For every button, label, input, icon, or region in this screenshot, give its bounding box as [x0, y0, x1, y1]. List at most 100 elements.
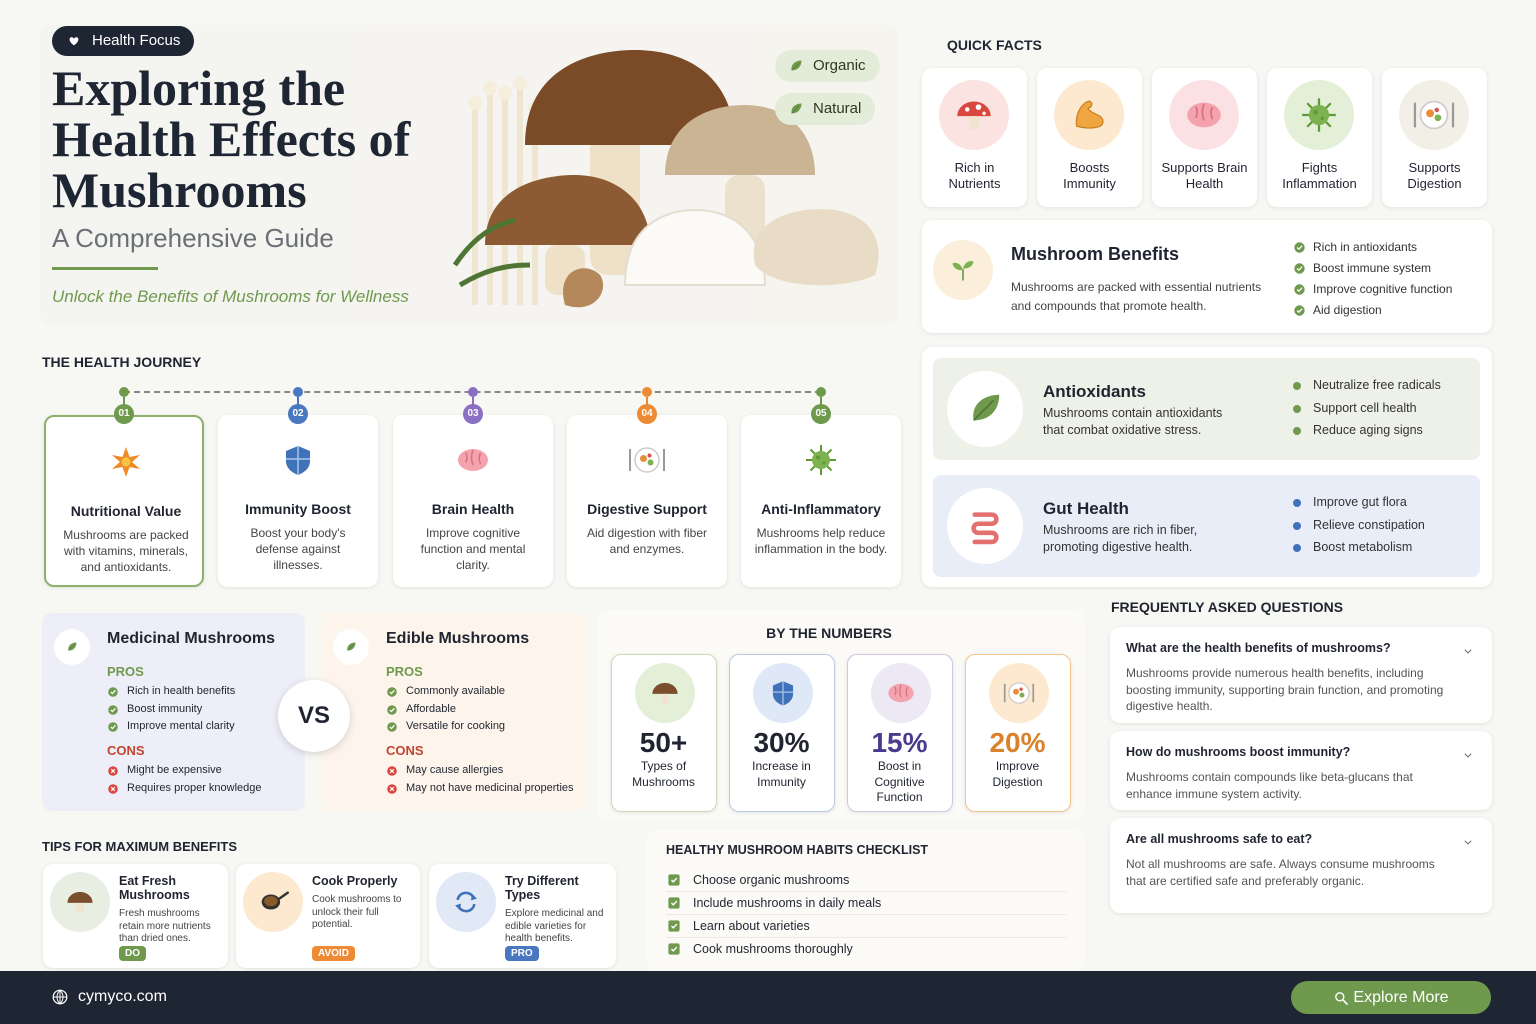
icon-shape — [1187, 102, 1221, 128]
icon-shape — [1464, 649, 1472, 654]
step-card: Digestive Support Aid digestion with fibe… — [567, 415, 727, 587]
icon-shape — [952, 261, 974, 281]
explore-button[interactable]: Explore More — [1291, 981, 1491, 1014]
tip-title: Eat Fresh Mushrooms — [119, 874, 190, 902]
icon-graphic — [791, 60, 802, 71]
step-number: 02 — [288, 404, 308, 424]
benefits-text: Mushrooms are packed with essential nutr… — [1011, 280, 1262, 313]
hero-title: Health Effects of — [52, 111, 411, 167]
step-text: Boost your body's defense against illnes… — [250, 526, 346, 572]
con-item: May cause allergies — [406, 764, 504, 776]
icon-shape — [436, 872, 496, 932]
step-title: Digestive Support — [587, 501, 707, 517]
pros-label: PROS — [386, 664, 423, 679]
icon-shape — [668, 920, 680, 932]
checklist-item: Choose organic mushrooms — [693, 873, 850, 887]
icon-graphic — [1293, 262, 1305, 274]
icon-shape — [670, 900, 678, 906]
faq-card[interactable]: Are all mushrooms safe to eat? Not all mu… — [1110, 818, 1492, 913]
icon-shape — [972, 394, 1000, 422]
icon-shape — [53, 989, 67, 1005]
icon-graphic — [1464, 649, 1472, 654]
faq-question: How do mushrooms boost immunity? — [1126, 745, 1351, 759]
icon — [667, 873, 681, 887]
icon-shape — [110, 768, 116, 774]
icon-shape — [1434, 107, 1440, 113]
detail-item: Reduce aging signs — [1313, 423, 1423, 437]
icon-shape — [387, 687, 397, 697]
icon-shape — [957, 101, 991, 117]
icon-shape — [1419, 100, 1449, 130]
timeline-stem — [646, 397, 648, 405]
icon-graphic — [458, 449, 488, 471]
hero-panel: Health Focus Exploring the Health Effects … — [40, 25, 898, 325]
icon-shape — [640, 455, 647, 462]
icon-shape — [108, 722, 118, 732]
fact-label: Boosts Immunity — [1063, 160, 1116, 191]
section-title: FREQUENTLY ASKED QUESTIONS — [1111, 599, 1344, 615]
detail-item: Boost metabolism — [1313, 540, 1413, 554]
icon — [1054, 80, 1124, 150]
site-link[interactable]: cymyco.com — [78, 988, 167, 1005]
step-text: Mushrooms help reduce inflammation in th… — [754, 526, 888, 556]
icon-graphic — [112, 447, 140, 477]
icon-shape — [1019, 687, 1023, 691]
fact-card: Boosts Immunity — [1037, 68, 1142, 207]
number-label: Improve Digestion — [992, 759, 1043, 789]
timeline-stem — [297, 397, 299, 405]
icon-graphic — [1293, 241, 1305, 253]
divider — [52, 267, 158, 270]
icon-shape — [68, 644, 75, 651]
footer: cymyco.com Explore More — [0, 971, 1536, 1024]
icon-shape — [387, 722, 397, 732]
icon — [1293, 241, 1306, 254]
icon — [1293, 283, 1306, 296]
icon — [50, 987, 70, 1007]
icon-graphic — [387, 766, 397, 776]
icon-shape — [971, 512, 999, 545]
fact-card: Supports Brain Health — [1152, 68, 1257, 207]
step-card: Immunity Boost Boost your body's defense … — [218, 415, 378, 587]
vs-badge: VS — [278, 680, 350, 752]
step-card: Anti-Inflammatory Mushrooms help reduce i… — [741, 415, 901, 587]
number-value: 20% — [989, 727, 1046, 758]
timeline-stem — [472, 397, 474, 405]
pro-item: Rich in health benefits — [127, 685, 236, 697]
faq-question: What are the health benefits of mushroom… — [1126, 641, 1391, 655]
timeline-stem — [123, 397, 125, 405]
number-card: 15% Boost in Cognitive Function — [847, 654, 953, 812]
icon-shape — [110, 724, 116, 730]
icon-graphic — [635, 663, 695, 723]
icon-shape — [652, 682, 678, 704]
pros-label: PROS — [107, 664, 144, 679]
icon-shape — [634, 447, 660, 473]
icon-shape — [665, 105, 815, 175]
icon — [947, 488, 1023, 564]
icon-shape — [952, 261, 974, 271]
benefits-card: Mushroom Benefits Mushrooms are packed wi… — [922, 220, 1492, 333]
timeline-dot — [642, 387, 652, 397]
faq-card[interactable]: What are the health benefits of mushroom… — [1110, 627, 1492, 723]
badge: Health Focus — [52, 26, 195, 56]
benefits-title: Mushroom Benefits — [1011, 244, 1180, 264]
icon-shape — [471, 893, 477, 901]
icon-shape — [261, 891, 289, 910]
icon-shape — [52, 989, 68, 1005]
faq-question: Are all mushrooms safe to eat? — [1126, 832, 1313, 846]
icon — [448, 435, 498, 485]
tip-content: Eat Fresh Mushrooms Fresh mushrooms retai… — [119, 874, 220, 946]
icon-shape — [791, 60, 802, 71]
icon-shape — [791, 105, 800, 114]
fact-card: Fights Inflammation — [1267, 68, 1372, 207]
faq-card[interactable]: How do mushrooms boost immunity? Mushroom… — [1110, 731, 1492, 810]
bullet — [1293, 404, 1301, 413]
icon-graphic — [1293, 283, 1305, 295]
hero-subtitle: A Comprehensive Guide — [52, 223, 334, 253]
step-title: Brain Health — [431, 501, 515, 517]
icon-shape — [629, 449, 665, 471]
icon-shape — [972, 399, 995, 422]
icon-shape — [888, 683, 914, 703]
icon — [796, 435, 846, 485]
benefit-item: Rich in antioxidants — [1313, 240, 1418, 254]
icon-graphic — [333, 629, 369, 665]
